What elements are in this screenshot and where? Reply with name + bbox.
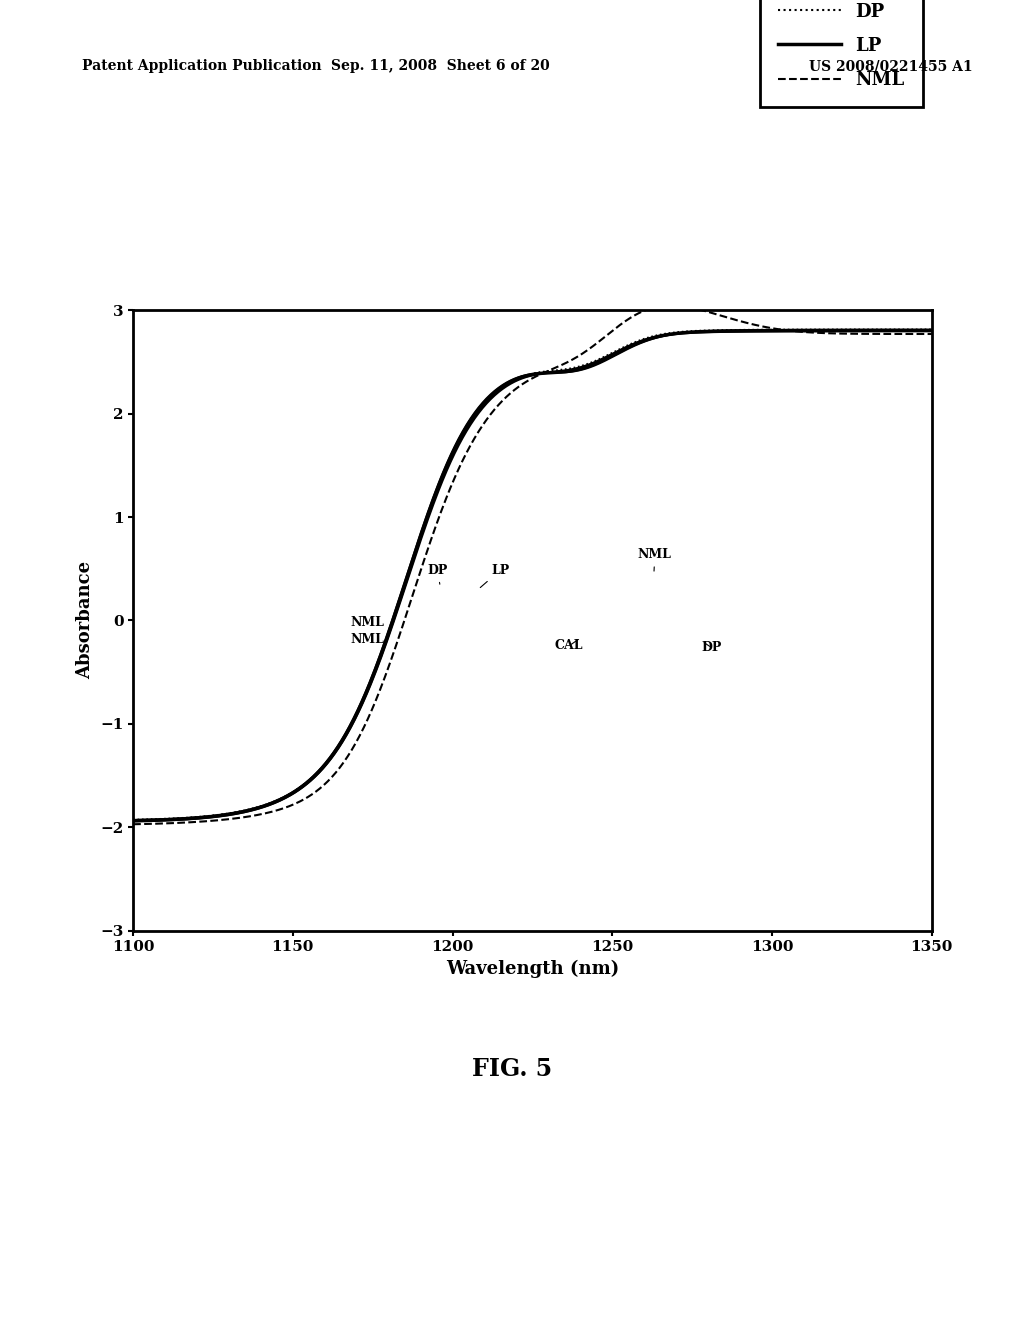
X-axis label: Wavelength (nm): Wavelength (nm) (445, 960, 620, 978)
Text: NML: NML (350, 615, 384, 628)
Text: DP: DP (701, 642, 722, 655)
Text: US 2008/0221455 A1: US 2008/0221455 A1 (809, 59, 973, 74)
Text: CAL: CAL (555, 639, 584, 652)
Text: LP: LP (480, 564, 509, 587)
Text: FIG. 5: FIG. 5 (472, 1057, 552, 1081)
Text: Patent Application Publication: Patent Application Publication (82, 59, 322, 74)
Text: NML: NML (638, 548, 672, 572)
Text: DP: DP (427, 564, 447, 585)
Y-axis label: Absorbance: Absorbance (77, 561, 94, 680)
Text: NML: NML (350, 634, 384, 647)
Text: Sep. 11, 2008  Sheet 6 of 20: Sep. 11, 2008 Sheet 6 of 20 (331, 59, 550, 74)
Legend: CAL, FIB, DP, LP, NML: CAL, FIB, DP, LP, NML (760, 0, 923, 107)
